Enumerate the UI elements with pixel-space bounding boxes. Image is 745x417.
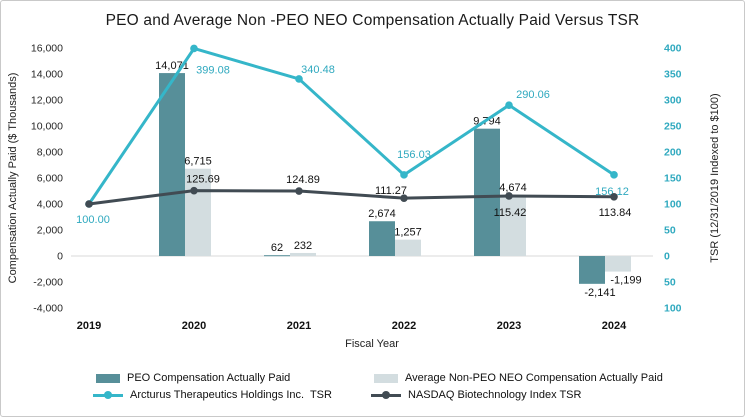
nasdaq-line-swatch [371,391,401,399]
nonpeo-bar-2023 [500,195,526,256]
nonpeo-bar-label: 6,715 [184,156,212,168]
arcturus-marker-icon [104,391,112,399]
nasdaq-tsr-line-label: 113.84 [599,207,632,219]
nasdaq-tsr-line-marker-2019 [85,200,93,208]
x-axis-tick: 2019 [77,320,101,332]
legend-label-nasdaq: NASDAQ Biotechnology Index TSR [408,389,582,401]
arcturus-tsr-line-marker-2024 [610,171,618,179]
right-axis-tick: 150 [664,173,682,185]
peo-bar-2023 [474,128,500,256]
left-axis-tick: -2,000 [33,277,63,289]
left-axis-tick: 2,000 [37,225,63,237]
legend-item-nonpeo: Average Non-PEO NEO Compensation Actuall… [374,372,663,384]
x-axis-tick: 2024 [602,320,627,332]
x-axis-tick: 2020 [182,320,206,332]
right-axis-tick: 100 [664,303,682,315]
right-axis-title: TSR (12/31/2019 Indexed to $100) [709,93,721,262]
nasdaq-tsr-line-label: 111.27 [375,185,407,197]
arcturus-tsr-line-marker-2023 [505,101,513,109]
nonpeo-bar-label: 4,674 [499,182,527,194]
x-axis-tick: 2022 [392,320,416,332]
left-axis-tick: 10,000 [31,121,63,133]
arcturus-tsr-line-marker-2022 [400,171,408,179]
chart-title: PEO and Average Non -PEO NEO Compensatio… [105,12,640,29]
nonpeo-bar-swatch [374,373,398,383]
nasdaq-tsr-line-marker-2021 [295,187,303,195]
left-axis-tick: 16,000 [31,43,63,55]
nasdaq-marker-icon [382,391,390,399]
arcturus-tsr-line-label: 156.03 [397,149,431,161]
right-axis-tick: 50 [664,225,676,237]
peo-bar-2024 [579,256,605,284]
nonpeo-bar-label: 232 [294,240,312,252]
right-axis-tick: 350 [664,69,682,81]
nasdaq-tsr-line-marker-2022 [400,194,408,202]
arcturus-tsr-line-marker-2021 [295,75,303,83]
legend-item-nasdaq-tsr: NASDAQ Biotechnology Index TSR [371,389,581,401]
left-axis-tick: 12,000 [31,95,63,107]
left-axis-title: Compensation Actually Paid ($ Thousands) [7,73,19,284]
x-axis-tick: 2023 [497,320,521,332]
nonpeo-bar-2020 [185,168,211,256]
arcturus-line-swatch [93,391,123,399]
peo-bar-2020 [159,73,185,257]
nonpeo-bar-label: 1,257 [394,227,422,239]
nasdaq-tsr-line [88,189,615,206]
arcturus-tsr-line-label: 100.00 [76,214,110,226]
nasdaq-tsr-line-marker-2023 [505,192,513,200]
peo-bar-label: 62 [271,242,283,254]
left-axis-tick: 8,000 [37,147,63,159]
nasdaq-tsr-line-label: 115.42 [494,207,527,219]
nonpeo-bar-2024 [605,256,631,272]
left-axis-tick: 0 [57,251,63,263]
arcturus-tsr-line-marker-2020 [190,44,198,53]
nonpeo-bar-2022 [395,239,421,256]
nasdaq-tsr-line-label: 124.89 [286,174,320,186]
right-axis-tick: 250 [664,121,682,133]
right-axis-tick: 100 [664,199,682,211]
right-axis-tick: 200 [664,147,682,159]
right-axis-tick: 0 [664,251,670,263]
arcturus-tsr-line-label: 156.12 [595,186,629,198]
nonpeo-bar-label: -1,199 [610,275,641,287]
legend-item-peo: PEO Compensation Actually Paid [96,372,290,384]
arcturus-tsr-line-label: 290.06 [516,89,550,101]
nasdaq-tsr-line-marker-2024 [610,193,618,201]
legend-item-arcturus-tsr: Arcturus Therapeutics Holdings Inc. TSR [93,389,332,401]
left-axis-tick: 4,000 [37,199,63,211]
peo-bar-label: -2,141 [584,287,615,299]
left-axis-tick: -4,000 [33,303,63,315]
arcturus-tsr-line-label: 340.48 [301,64,335,76]
nonpeo-bar-2021 [290,252,316,256]
peo-bar-swatch [96,373,120,383]
x-axis-title: Fiscal Year [345,338,399,350]
left-axis-tick: 6,000 [37,173,63,185]
peo-bar-2022 [369,221,395,256]
left-axis-tick: 14,000 [31,69,63,81]
arcturus-tsr-line [87,46,615,205]
nasdaq-tsr-line-label: 125.69 [186,174,220,186]
arcturus-tsr-line-label: 399.08 [196,64,230,76]
right-axis-tick: 300 [664,95,682,107]
right-axis-tick: 400 [664,43,682,55]
legend-label-peo: PEO Compensation Actually Paid [127,372,291,384]
peo-bar-2021 [264,255,290,257]
peo-bar-label: 2,674 [368,208,396,220]
legend-label-nonpeo: Average Non-PEO NEO Compensation Actuall… [405,372,663,384]
right-axis-tick: 50 [664,277,676,289]
x-axis-tick: 2021 [287,320,311,332]
legend-label-arcturus: Arcturus Therapeutics Holdings Inc. TSR [130,389,332,401]
nasdaq-tsr-line-marker-2020 [190,186,198,195]
